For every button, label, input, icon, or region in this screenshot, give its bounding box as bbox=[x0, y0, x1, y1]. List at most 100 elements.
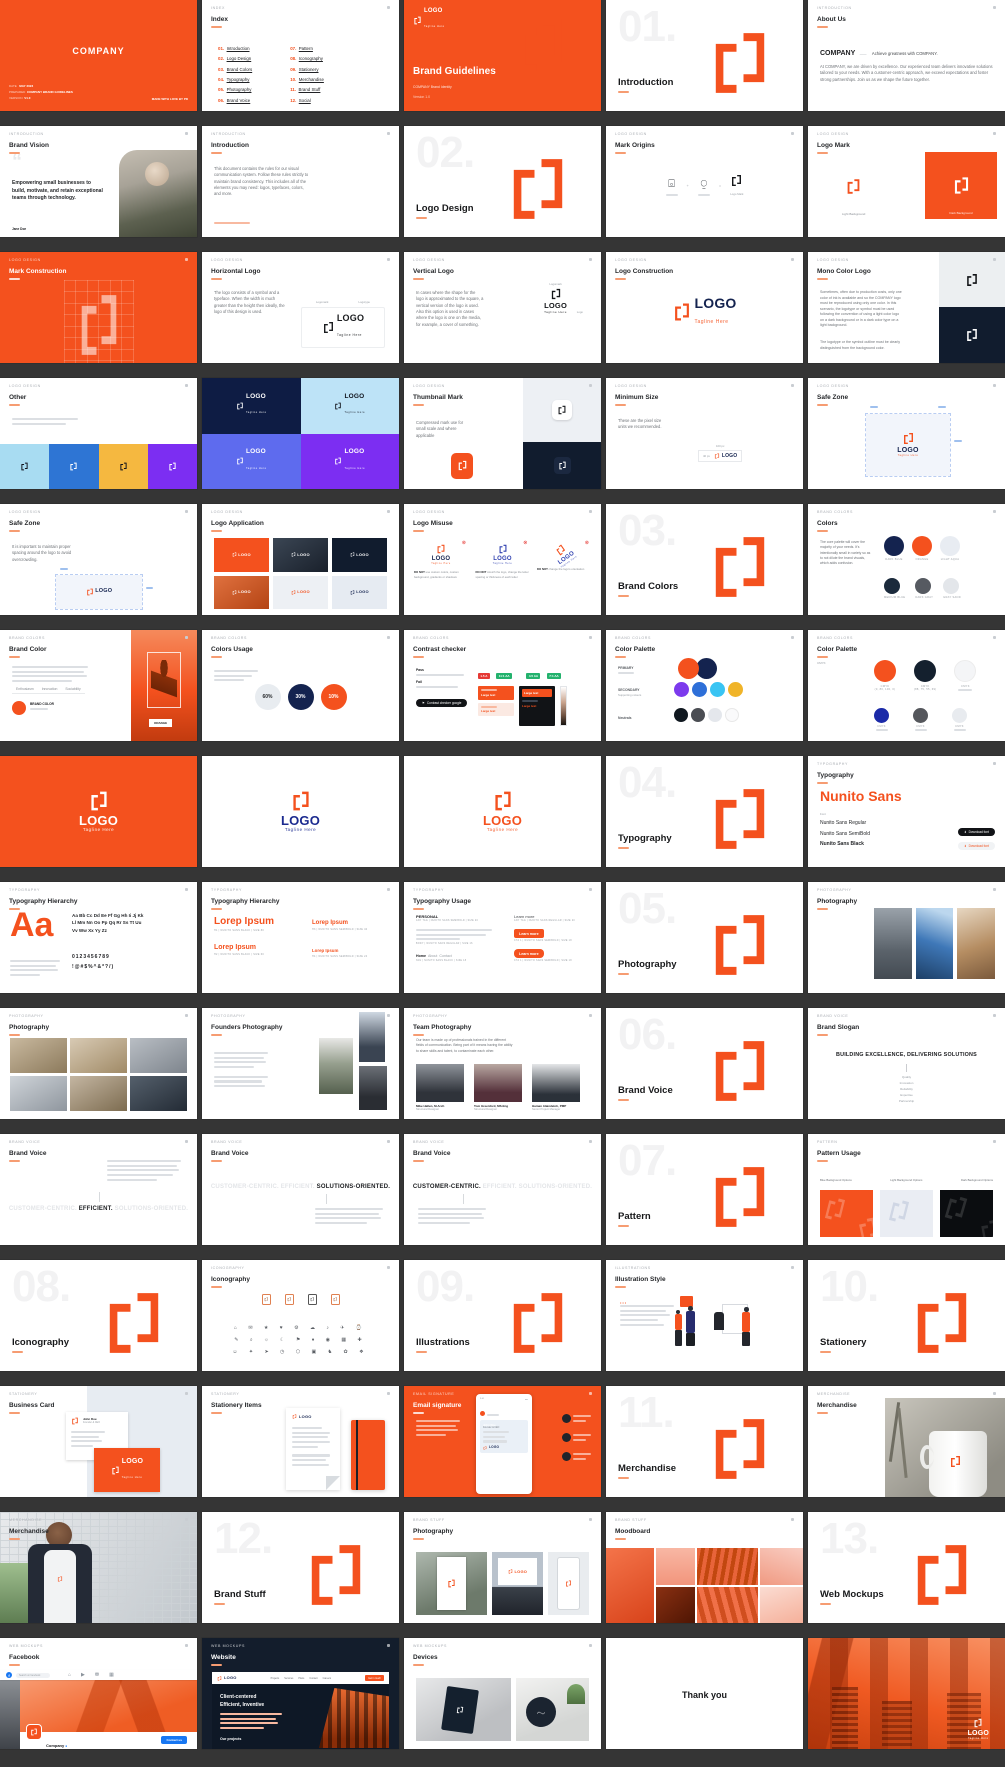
slide-illustration-style[interactable]: ILLUSTRATIONS Illustration Style ••• bbox=[606, 1260, 803, 1371]
website-nav-link[interactable]: Projects bbox=[270, 1676, 280, 1680]
slide-thumbnail-mark[interactable]: LOGO DESIGN Thumbnail Mark Compressed ma… bbox=[404, 378, 601, 489]
website-nav-link[interactable]: Plans bbox=[298, 1676, 305, 1680]
index-link[interactable]: Photography bbox=[226, 87, 252, 93]
slide-typography-hierarchy-samples[interactable]: TYPOGRAPHY Typography Hierarchy Lorep Ip… bbox=[202, 882, 399, 993]
slide-brand-vision[interactable]: INTRODUCTION Brand Vision “ Empowering s… bbox=[0, 126, 197, 237]
slide-logo-on-white-orange[interactable]: LOGO Tagline Here bbox=[404, 756, 601, 867]
slide-typography-usage[interactable]: TYPOGRAPHY Typography Usage PERSONAL ANY… bbox=[404, 882, 601, 993]
slide-about-us[interactable]: INTRODUCTION About Us COMPANY —— Achieve… bbox=[808, 0, 1005, 111]
slide-logo-misuse[interactable]: LOGO DESIGN Logo Misuse ⊗ LOGO Tagline He… bbox=[404, 504, 601, 615]
home-icon[interactable]: ⌂ bbox=[68, 1672, 72, 1678]
slide-brand-guidelines-cover[interactable]: LOGO Tagline Here Brand Guidelines COMPAN… bbox=[404, 0, 601, 111]
slide-email-signature[interactable]: EMAIL SIGNATURE Email signature 9:41 ▾▴▪ … bbox=[404, 1386, 601, 1497]
contact-us-button[interactable]: Contact us bbox=[161, 1736, 187, 1744]
download-font-button[interactable]: ⬇ Download font bbox=[957, 828, 995, 837]
slide-thank-you[interactable]: Thank you bbox=[606, 1638, 803, 1749]
slide-logo-color-grid[interactable]: LOGO Tagline Here LOGO Tagline Here LOGO Ta… bbox=[202, 378, 399, 489]
slide-stationery-items[interactable]: STATIONERY Stationery Items LOGO bbox=[202, 1386, 399, 1497]
slide-photography-grid[interactable]: PHOTOGRAPHY Photography bbox=[0, 1008, 197, 1119]
slide-vertical-logo[interactable]: LOGO DESIGN Vertical Logo In cases where… bbox=[404, 252, 601, 363]
facebook-search-input[interactable]: Search on facebook bbox=[16, 1672, 50, 1678]
slide-mono-color-logo[interactable]: LOGO DESIGN Mono Color Logo Sometimes, o… bbox=[808, 252, 1005, 363]
index-link[interactable]: Merchandise bbox=[298, 77, 324, 83]
slide-photography-trio[interactable]: PHOTOGRAPHY Photography bbox=[808, 882, 1005, 993]
index-link[interactable]: Introduction bbox=[226, 46, 250, 51]
slide-divider-merchandise[interactable]: 11. Merchandise bbox=[606, 1386, 803, 1497]
facebook-nav-icons[interactable]: ⌂ ▶ ⛃ ▦ bbox=[68, 1672, 114, 1678]
slide-typeface[interactable]: TYPOGRAPHY Typography Nunito Sans Font N… bbox=[808, 756, 1005, 867]
slide-logo-mark[interactable]: LOGO DESIGN Logo Mark Light Background D… bbox=[808, 126, 1005, 237]
slide-divider-photography[interactable]: 05. Photography bbox=[606, 882, 803, 993]
index-link[interactable]: Iconography bbox=[298, 56, 323, 62]
slide-website-mockup[interactable]: WEB MOCKUPS Website LOGO Projects Service… bbox=[202, 1638, 399, 1749]
slide-color-palette-cmyk[interactable]: BRAND COLORS Color Palette CMYK CMYK (0, 8… bbox=[808, 630, 1005, 741]
slide-divider-logo-design[interactable]: 02. Logo Design bbox=[404, 126, 601, 237]
get-in-touch-button[interactable]: Get in touch bbox=[365, 1675, 384, 1681]
slide-logo-construction[interactable]: LOGO DESIGN Logo Construction LOGO Taglin… bbox=[606, 252, 803, 363]
slide-colors-usage[interactable]: BRAND COLORS Colors Usage 60% 30% 10% bbox=[202, 630, 399, 741]
slide-divider-web-mockups[interactable]: 13. Web Mockups bbox=[808, 1512, 1005, 1623]
slide-brand-slogan[interactable]: BRAND VOICE Brand Slogan BUILDING EXCELL… bbox=[808, 1008, 1005, 1119]
slide-divider-introduction[interactable]: 01. Introduction bbox=[606, 0, 803, 111]
slide-divider-pattern[interactable]: 07. Pattern bbox=[606, 1134, 803, 1245]
slide-logo-application[interactable]: LOGO DESIGN Logo Application LOGO LOGO L… bbox=[202, 504, 399, 615]
slide-mark-construction[interactable]: LOGO DESIGN Mark Construction bbox=[0, 252, 197, 363]
index-link[interactable]: Pattern bbox=[298, 46, 313, 51]
download-font-button-alt[interactable]: ⬇ Download font bbox=[957, 842, 995, 851]
slide-safe-zone-b[interactable]: LOGO DESIGN Safe Zone It is important to… bbox=[0, 504, 197, 615]
slide-divider-iconography[interactable]: 08. Iconography bbox=[0, 1260, 197, 1371]
groups-icon[interactable]: ▦ bbox=[109, 1672, 114, 1678]
slide-merchandise-shirt[interactable]: MERCHANDISE Merchandise bbox=[0, 1512, 197, 1623]
slide-cover[interactable]: COMPANY DATE MAY 2023 PREPARED COMPANY B… bbox=[0, 0, 197, 111]
video-icon[interactable]: ▶ bbox=[81, 1672, 85, 1678]
slide-business-card[interactable]: STATIONERY Business Card John Doe Founder… bbox=[0, 1386, 197, 1497]
slide-divider-typography[interactable]: 04. Typography bbox=[606, 756, 803, 867]
slide-iconography[interactable]: ICONOGRAPHY Iconography ⌂ ✉ ★ ♥ ⚙ ☁ ♪ ✈ … bbox=[202, 1260, 399, 1371]
slide-brand-voice-solutions[interactable]: BRAND VOICE Brand Voice CUSTOMER-CENTRIC… bbox=[202, 1134, 399, 1245]
slide-contrast-checker[interactable]: BRAND COLORS Contrast checker Pass Fail … bbox=[404, 630, 601, 741]
slide-logo-on-white-navy[interactable]: LOGO Tagline Here bbox=[202, 756, 399, 867]
slide-devices[interactable]: WEB MOCKUPS Devices ◠◡ bbox=[404, 1638, 601, 1749]
slide-founders-photography[interactable]: PHOTOGRAPHY Founders Photography bbox=[202, 1008, 399, 1119]
slide-divider-illustrations[interactable]: 09. Illustrations bbox=[404, 1260, 601, 1371]
index-link[interactable]: Logo Design bbox=[226, 56, 252, 62]
website-nav-link[interactable]: Contact bbox=[309, 1676, 318, 1680]
slide-typography-hierarchy-aa[interactable]: TYPOGRAPHY Typography Hierarchy Aa Aa Bb… bbox=[0, 882, 197, 993]
index-link[interactable]: Social bbox=[298, 97, 311, 103]
slide-pattern-usage[interactable]: PATTERN Pattern Usage Blue Background Op… bbox=[808, 1134, 1005, 1245]
slide-logo-on-orange[interactable]: LOGO Tagline Here bbox=[0, 756, 197, 867]
slide-minimum-size[interactable]: LOGO DESIGN Minimum Size These are the p… bbox=[606, 378, 803, 489]
slide-mark-origins[interactable]: LOGO DESIGN Mark Origins ⌻ + ⍜ = Logo Ma… bbox=[606, 126, 803, 237]
slide-brand-stuff-photography[interactable]: BRAND STUFF Photography LOGO bbox=[404, 1512, 601, 1623]
slide-introduction-text[interactable]: INTRODUCTION Introduction This document … bbox=[202, 126, 399, 237]
slide-team-photography[interactable]: PHOTOGRAPHY Team Photography Our team is… bbox=[404, 1008, 601, 1119]
index-link[interactable]: Brand Stuff bbox=[298, 87, 321, 93]
slide-index[interactable]: INDEX Index 01. Introduction 02. Logo De… bbox=[202, 0, 399, 111]
slide-moodboard[interactable]: BRAND STUFF Moodboard bbox=[606, 1512, 803, 1623]
contrast-checker-button[interactable]: ⚑ Contrast checker google bbox=[416, 698, 468, 708]
slide-other-colorways[interactable]: LOGO DESIGN Other bbox=[0, 378, 197, 489]
website-nav-link[interactable]: Careers bbox=[322, 1676, 332, 1680]
index-link[interactable]: Brand Voice bbox=[226, 97, 251, 103]
slide-safe-zone-a[interactable]: LOGO DESIGN Safe Zone LOGO Tagline Here bbox=[808, 378, 1005, 489]
slide-divider-brand-colors[interactable]: 03. Brand Colors bbox=[606, 504, 803, 615]
slide-facebook-mockup[interactable]: WEB MOCKUPS Facebook f Search on faceboo… bbox=[0, 1638, 197, 1749]
learn-more-button[interactable]: Learn more bbox=[514, 949, 544, 958]
slide-divider-brand-stuff[interactable]: 12. Brand Stuff bbox=[202, 1512, 399, 1623]
index-link[interactable]: Brand Colors bbox=[226, 66, 253, 72]
slide-brand-voice-customer[interactable]: BRAND VOICE Brand Voice CUSTOMER-CENTRIC… bbox=[404, 1134, 601, 1245]
learn-more-button[interactable]: Learn more bbox=[514, 929, 544, 938]
slide-brand-color[interactable]: BRAND COLORS Brand Color Enthusiasm Innov… bbox=[0, 630, 197, 741]
slide-divider-brand-voice[interactable]: 06. Brand Voice bbox=[606, 1008, 803, 1119]
slide-horizontal-logo[interactable]: LOGO DESIGN Horizontal Logo The logo con… bbox=[202, 252, 399, 363]
slide-city-outro[interactable]: LOGO Tagline Here bbox=[808, 1638, 1005, 1749]
website-nav-link[interactable]: Services bbox=[284, 1676, 294, 1680]
slide-colors[interactable]: BRAND COLORS Colors The core palette wil… bbox=[808, 504, 1005, 615]
slide-color-palette-primary[interactable]: BRAND COLORS Color Palette PRIMARY SECON… bbox=[606, 630, 803, 741]
store-icon[interactable]: ⛃ bbox=[94, 1672, 100, 1678]
index-link[interactable]: Typography bbox=[226, 77, 250, 83]
slide-merchandise-mug[interactable]: MERCHANDISE Merchandise bbox=[808, 1386, 1005, 1497]
slide-brand-voice-efficient[interactable]: BRAND VOICE Brand Voice CUSTOMER-CENTRIC… bbox=[0, 1134, 197, 1245]
index-link[interactable]: Stationery bbox=[298, 66, 319, 72]
slide-divider-stationery[interactable]: 10. Stationery bbox=[808, 1260, 1005, 1371]
